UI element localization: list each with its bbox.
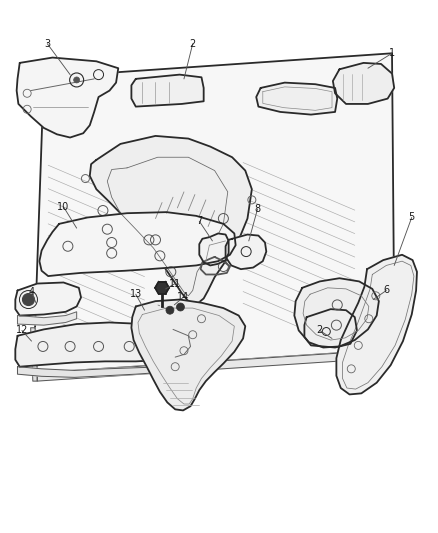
Polygon shape <box>35 53 394 373</box>
Polygon shape <box>333 63 394 104</box>
Text: 6: 6 <box>383 286 389 295</box>
Polygon shape <box>131 300 245 410</box>
Polygon shape <box>15 322 188 367</box>
Text: 2: 2 <box>317 326 323 335</box>
Circle shape <box>22 294 35 305</box>
Circle shape <box>166 306 174 314</box>
Polygon shape <box>18 362 182 377</box>
Polygon shape <box>15 282 81 316</box>
Polygon shape <box>155 282 169 294</box>
Text: 13: 13 <box>130 289 142 299</box>
Polygon shape <box>37 352 359 381</box>
Text: 14: 14 <box>177 293 189 302</box>
Text: 8: 8 <box>254 204 261 214</box>
Polygon shape <box>294 278 379 348</box>
Circle shape <box>74 77 80 83</box>
Text: 11: 11 <box>169 279 181 288</box>
Text: 3: 3 <box>44 39 50 49</box>
Text: 5: 5 <box>409 213 415 222</box>
Polygon shape <box>226 235 266 269</box>
Text: 7: 7 <box>196 216 202 226</box>
Text: 2: 2 <box>190 39 196 49</box>
Text: 12: 12 <box>16 326 28 335</box>
Polygon shape <box>199 233 229 265</box>
Polygon shape <box>256 83 337 115</box>
Polygon shape <box>336 255 417 394</box>
Text: 10: 10 <box>57 202 70 212</box>
Polygon shape <box>304 309 357 348</box>
Polygon shape <box>39 212 236 276</box>
Circle shape <box>177 303 184 311</box>
Polygon shape <box>90 136 252 304</box>
Polygon shape <box>17 58 118 138</box>
Text: 1: 1 <box>389 49 395 58</box>
Polygon shape <box>18 312 77 325</box>
Text: 4: 4 <box>28 287 35 297</box>
Polygon shape <box>31 328 37 381</box>
Polygon shape <box>131 75 204 107</box>
